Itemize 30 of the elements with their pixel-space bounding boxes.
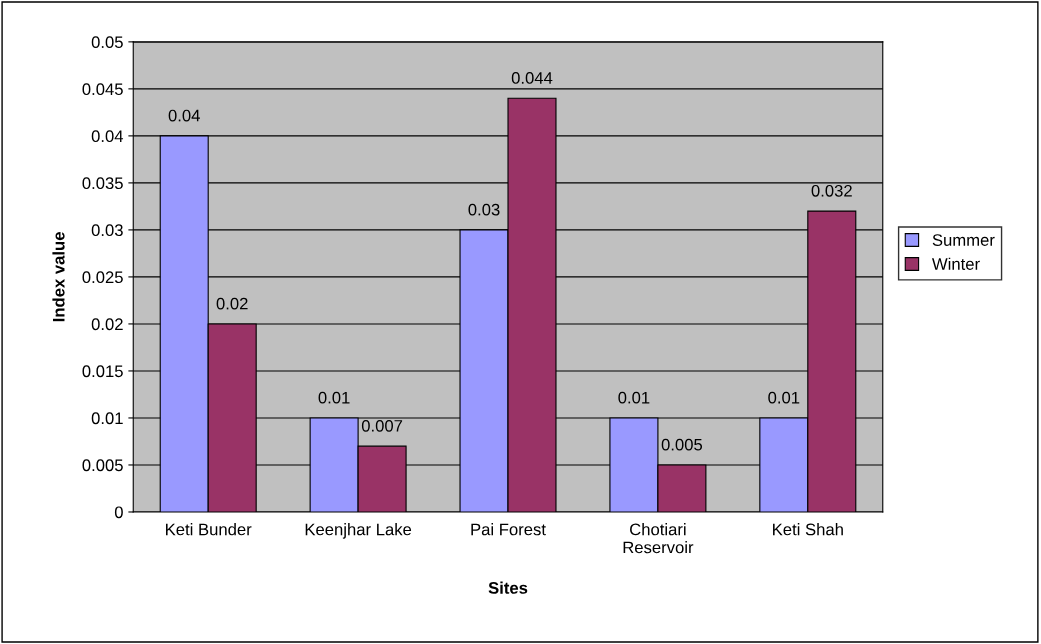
x-axis-title: Sites — [488, 581, 528, 594]
y-tick-label: 0.03 — [91, 224, 123, 237]
y-tick-label: 0.02 — [91, 318, 123, 331]
legend-label: Winter — [932, 257, 980, 270]
y-tick-label: 0.025 — [82, 271, 123, 284]
y-tick-label: 0.04 — [91, 130, 124, 143]
y-tick-label: 0.05 — [91, 36, 123, 49]
y-axis-title: Index value — [52, 232, 65, 322]
y-tick-label: 0.045 — [82, 83, 123, 96]
data-label: 0.02 — [216, 297, 248, 310]
y-tick-label: 0.035 — [82, 177, 123, 190]
data-label: 0.01 — [318, 391, 350, 404]
data-label: 0.01 — [618, 391, 650, 404]
y-tick-label: 0 — [114, 506, 123, 519]
y-tick-label: 0.01 — [91, 412, 123, 425]
data-label: 0.044 — [511, 72, 553, 84]
x-tick-label: Keti Bunder — [166, 523, 252, 536]
data-label: 0.005 — [661, 438, 703, 451]
data-label: 0.03 — [468, 203, 500, 216]
data-label: 0.04 — [168, 109, 200, 122]
data-label: 0.032 — [811, 184, 852, 197]
legend-label: Summer — [932, 234, 995, 246]
x-tick-label: Pai Forest — [471, 523, 546, 536]
y-tick-label: 0.015 — [82, 365, 123, 378]
y-tick-label: 0.005 — [82, 459, 123, 472]
x-tick-label: Keenjhar Lake — [305, 523, 412, 539]
data-label: 0.007 — [361, 419, 403, 432]
x-tick-label: Chotiari Reservoir — [623, 523, 694, 554]
x-tick-label: Keti Shah — [773, 523, 843, 536]
data-label: 0.01 — [768, 391, 800, 404]
